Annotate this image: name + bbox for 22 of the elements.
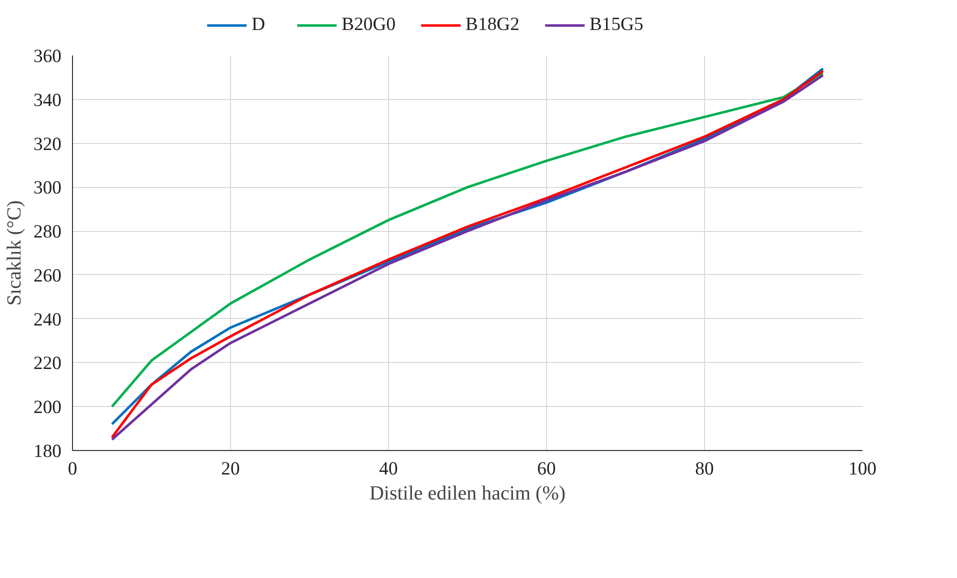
legend-label: D — [252, 14, 266, 36]
x-axis-title: Distile edilen hacim (%) — [369, 482, 566, 504]
y-tick-label: 200 — [34, 397, 62, 418]
x-tick-label: 0 — [68, 458, 78, 480]
y-tick-label: 220 — [34, 353, 62, 374]
legend-label: B15G5 — [589, 14, 644, 36]
y-tick-label: 320 — [34, 134, 62, 155]
x-tick-label: 80 — [695, 458, 714, 480]
x-tick-label: 60 — [537, 458, 556, 480]
y-axis-title: Sıcaklık (°C) — [4, 200, 26, 306]
x-tick-label: 100 — [848, 458, 876, 480]
x-tick-label: 40 — [379, 458, 398, 480]
legend-label: B20G0 — [342, 14, 396, 36]
y-tick-label: 260 — [34, 265, 62, 286]
y-tick-label: 240 — [34, 309, 62, 330]
y-tick-label: 360 — [34, 46, 62, 67]
y-tick-label: 180 — [34, 441, 62, 462]
legend-label: B18G2 — [466, 14, 520, 36]
y-tick-label: 340 — [34, 90, 62, 111]
x-tick-label: 20 — [221, 458, 240, 480]
y-tick-label: 280 — [34, 222, 62, 243]
y-tick-label: 300 — [34, 178, 62, 199]
